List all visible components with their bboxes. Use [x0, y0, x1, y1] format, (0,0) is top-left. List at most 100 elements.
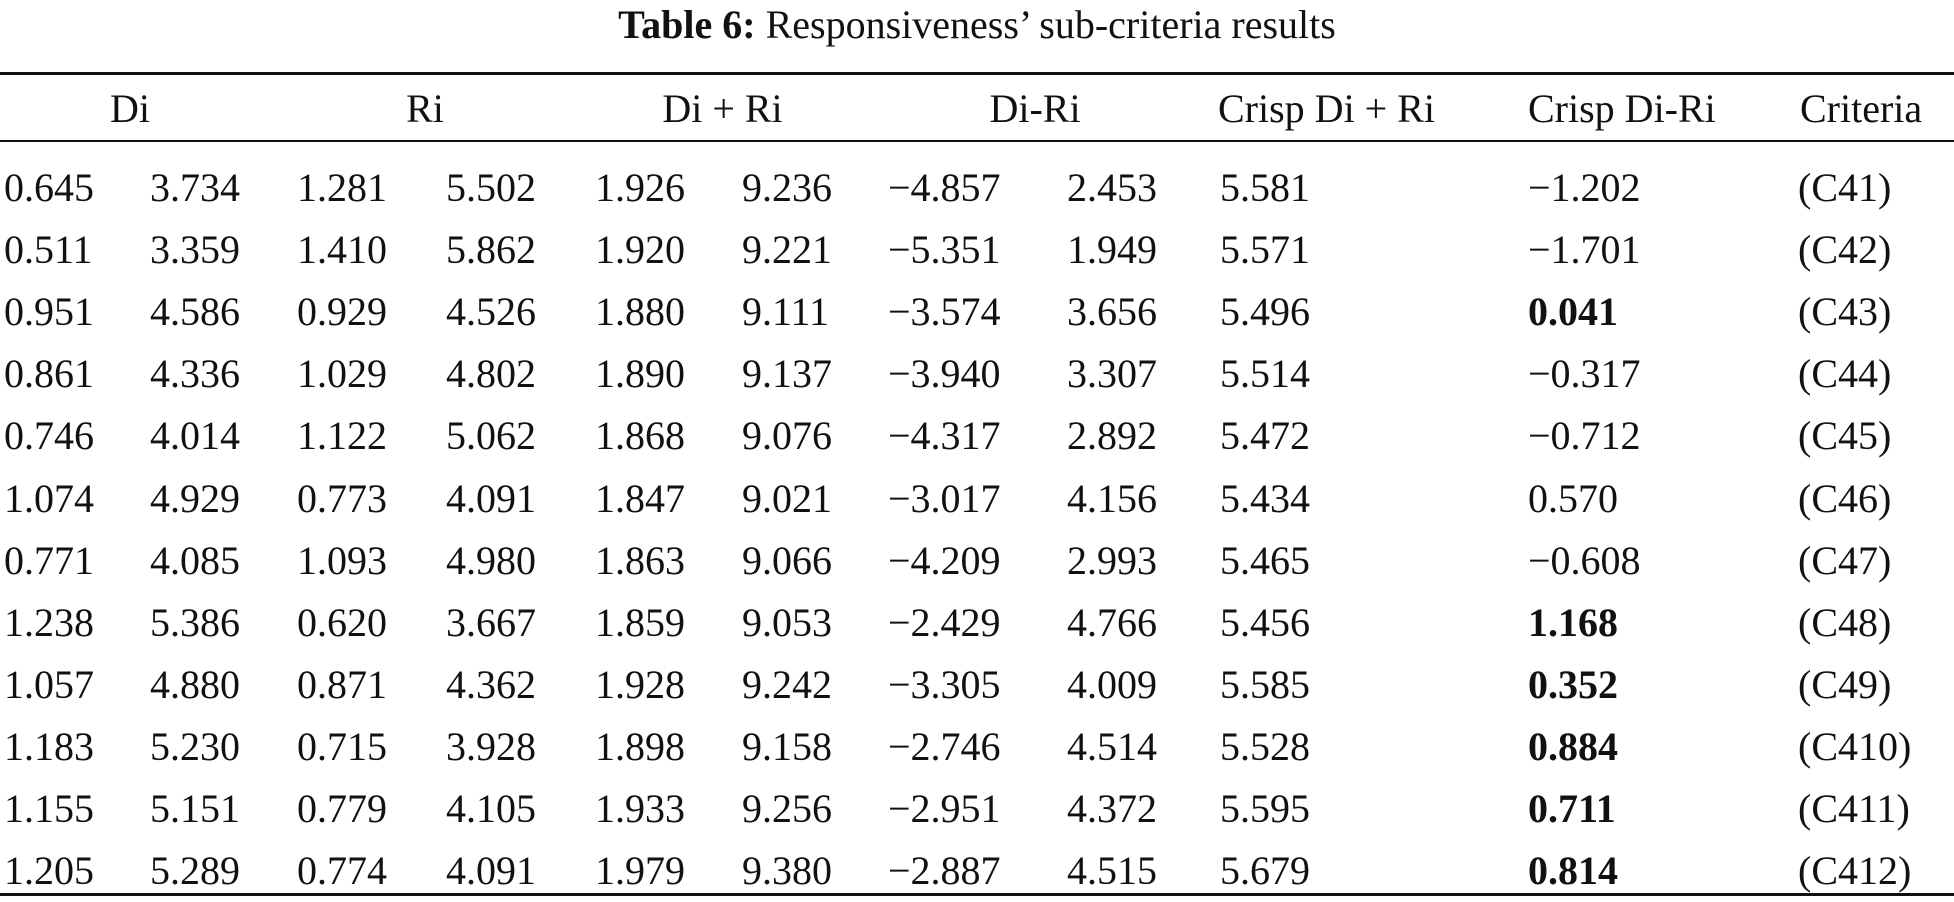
cell-di-lower: 0.746 [4, 413, 94, 459]
cell-criteria: (C45) [1798, 413, 1892, 459]
cell-ri-upper: 4.091 [446, 848, 536, 894]
cell-crisp-di-plus-ri: 5.514 [1220, 351, 1310, 397]
cell-di-lower: 1.074 [4, 475, 94, 521]
table-header-rule [0, 140, 1954, 142]
cell-crisp-di-plus-ri: 5.434 [1220, 475, 1310, 521]
cell-criteria: (C43) [1798, 289, 1892, 335]
cell-ri-upper: 4.091 [446, 475, 536, 521]
cell-di-plus-ri-upper: 9.242 [742, 661, 832, 707]
table-row: 0.645 3.734 1.281 5.502 1.926 9.236 −4.857 2.45… [0, 157, 1954, 219]
cell-di-minus-ri-lower: −3.305 [888, 661, 1001, 707]
cell-di-lower: 1.205 [4, 848, 94, 894]
cell-ri-lower: 0.929 [297, 289, 387, 335]
cell-criteria: (C411) [1798, 786, 1910, 831]
cell-criteria: (C410) [1798, 723, 1912, 769]
cell-di-minus-ri-upper: 1.949 [1067, 227, 1157, 273]
cell-di-plus-ri-lower: 1.928 [595, 661, 685, 707]
cell-di-upper: 4.085 [150, 537, 240, 583]
cell-di-minus-ri-lower: −2.887 [888, 848, 1001, 894]
cell-crisp-di-plus-ri: 5.456 [1220, 599, 1310, 645]
header-criteria: Criteria [1800, 86, 1923, 131]
cell-di-lower: 1.155 [4, 786, 94, 831]
cell-di-lower: 1.057 [4, 661, 94, 707]
table-caption: Table 6: Responsiveness’ sub-criteria re… [0, 0, 1954, 50]
cell-ri-upper: 4.980 [446, 537, 536, 583]
cell-crisp-di-plus-ri: 5.472 [1220, 413, 1310, 459]
cell-crisp-di-minus-ri: 0.814 [1528, 848, 1618, 894]
header-di-minus-ri: Di-Ri [989, 86, 1081, 131]
cell-ri-lower: 0.779 [297, 786, 387, 831]
cell-ri-lower: 1.122 [297, 413, 387, 459]
header-crisp-di-minus-ri: Crisp Di-Ri [1528, 86, 1716, 131]
cell-di-upper: 3.359 [150, 227, 240, 273]
cell-crisp-di-plus-ri: 5.679 [1220, 848, 1310, 894]
cell-crisp-di-minus-ri: 1.168 [1528, 599, 1618, 645]
cell-di-minus-ri-upper: 4.372 [1067, 786, 1157, 831]
cell-criteria: (C41) [1798, 165, 1892, 210]
cell-di-minus-ri-lower: −4.317 [888, 413, 1001, 459]
cell-di-lower: 1.183 [4, 723, 94, 769]
cell-crisp-di-minus-ri: 0.352 [1528, 661, 1618, 707]
cell-crisp-di-minus-ri: −1.202 [1528, 165, 1641, 210]
cell-crisp-di-minus-ri: 0.570 [1528, 475, 1618, 521]
cell-di-minus-ri-lower: −2.429 [888, 599, 1001, 645]
cell-crisp-di-minus-ri: −0.608 [1528, 537, 1641, 583]
cell-crisp-di-minus-ri: −1.701 [1528, 227, 1641, 273]
cell-di-minus-ri-upper: 2.892 [1067, 413, 1157, 459]
header-di-plus-ri: Di + Ri [662, 86, 783, 131]
cell-ri-upper: 3.928 [446, 723, 536, 769]
table-row: 1.205 5.289 0.774 4.091 1.979 9.380 −2.887 4.51… [0, 840, 1954, 902]
cell-ri-lower: 1.281 [297, 165, 387, 210]
cell-di-lower: 0.645 [4, 165, 94, 210]
cell-crisp-di-minus-ri: −0.712 [1528, 413, 1641, 459]
cell-crisp-di-plus-ri: 5.571 [1220, 227, 1310, 273]
cell-di-plus-ri-upper: 9.066 [742, 537, 832, 583]
cell-ri-lower: 0.774 [297, 848, 387, 894]
cell-di-minus-ri-lower: −3.940 [888, 351, 1001, 397]
cell-di-minus-ri-upper: 3.656 [1067, 289, 1157, 335]
cell-criteria: (C48) [1798, 599, 1892, 645]
cell-crisp-di-plus-ri: 5.581 [1220, 165, 1310, 210]
cell-di-plus-ri-upper: 9.236 [742, 165, 832, 210]
cell-criteria: (C46) [1798, 475, 1892, 521]
cell-di-plus-ri-upper: 9.380 [742, 848, 832, 894]
cell-ri-upper: 4.526 [446, 289, 536, 335]
cell-di-plus-ri-lower: 1.898 [595, 723, 685, 769]
cell-di-plus-ri-lower: 1.926 [595, 165, 685, 210]
table-top-rule [0, 72, 1954, 75]
cell-ri-lower: 0.773 [297, 475, 387, 521]
cell-di-upper: 4.586 [150, 289, 240, 335]
cell-di-plus-ri-lower: 1.868 [595, 413, 685, 459]
table-row: 1.183 5.230 0.715 3.928 1.898 9.158 −2.746 4.51… [0, 716, 1954, 778]
cell-di-plus-ri-upper: 9.256 [742, 786, 832, 831]
cell-di-minus-ri-lower: −5.351 [888, 227, 1001, 273]
cell-di-minus-ri-lower: −3.574 [888, 289, 1001, 335]
table-row: 0.746 4.014 1.122 5.062 1.868 9.076 −4.317 2.89… [0, 405, 1954, 467]
cell-ri-upper: 4.362 [446, 661, 536, 707]
cell-di-plus-ri-lower: 1.847 [595, 475, 685, 521]
cell-crisp-di-plus-ri: 5.595 [1220, 786, 1310, 831]
cell-di-minus-ri-upper: 2.993 [1067, 537, 1157, 583]
cell-di-minus-ri-lower: −3.017 [888, 475, 1001, 521]
cell-crisp-di-plus-ri: 5.528 [1220, 723, 1310, 769]
cell-criteria: (C44) [1798, 351, 1892, 397]
cell-di-minus-ri-upper: 4.515 [1067, 848, 1157, 894]
cell-di-upper: 3.734 [150, 165, 240, 210]
cell-crisp-di-plus-ri: 5.465 [1220, 537, 1310, 583]
cell-di-upper: 5.386 [150, 599, 240, 645]
table-row: 1.155 5.151 0.779 4.105 1.933 9.256 −2.951 4.37… [0, 778, 1954, 840]
cell-di-minus-ri-lower: −4.209 [888, 537, 1001, 583]
cell-di-lower: 1.238 [4, 599, 94, 645]
cell-di-plus-ri-lower: 1.880 [595, 289, 685, 335]
cell-di-minus-ri-upper: 4.156 [1067, 475, 1157, 521]
cell-di-minus-ri-upper: 2.453 [1067, 165, 1157, 210]
cell-di-minus-ri-upper: 4.766 [1067, 599, 1157, 645]
cell-crisp-di-plus-ri: 5.585 [1220, 661, 1310, 707]
table-row: 0.861 4.336 1.029 4.802 1.890 9.137 −3.940 3.30… [0, 343, 1954, 405]
cell-ri-upper: 5.502 [446, 165, 536, 210]
cell-di-upper: 5.230 [150, 723, 240, 769]
cell-crisp-di-minus-ri: −0.317 [1528, 351, 1641, 397]
table-caption-label: Table 6: [618, 2, 756, 47]
cell-di-upper: 4.880 [150, 661, 240, 707]
table-bottom-rule [0, 893, 1954, 896]
